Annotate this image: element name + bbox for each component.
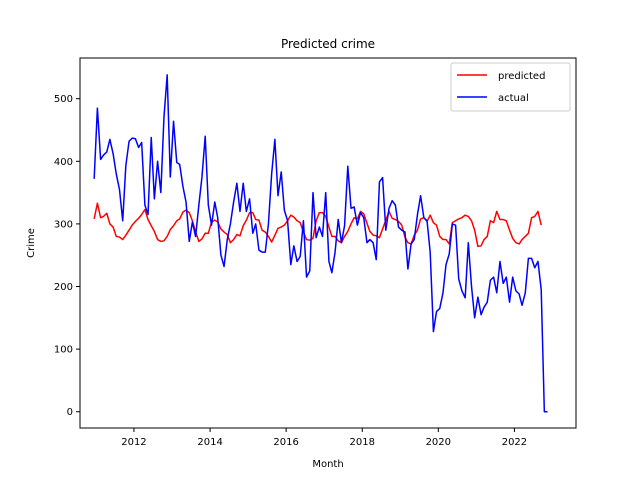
y-tick-label: 300 bbox=[54, 219, 73, 230]
x-tick-label: 2012 bbox=[121, 437, 146, 448]
x-axis: 2012 2014 2016 2018 2020 2022 bbox=[121, 428, 527, 448]
x-tick-label: 2018 bbox=[350, 437, 375, 448]
y-axis: 0 100 200 300 400 500 bbox=[54, 94, 80, 418]
legend-label-predicted: predicted bbox=[498, 71, 545, 82]
y-tick-label: 400 bbox=[54, 157, 73, 168]
x-tick-label: 2022 bbox=[502, 437, 527, 448]
y-axis-label: Crime bbox=[26, 228, 37, 258]
x-tick-label: 2016 bbox=[273, 437, 298, 448]
y-tick-label: 0 bbox=[67, 407, 73, 418]
series-line-actual bbox=[93, 74, 548, 413]
y-tick-label: 500 bbox=[54, 94, 73, 105]
x-tick-label: 2014 bbox=[197, 437, 222, 448]
series-layer bbox=[93, 74, 548, 413]
chart-title: Predicted crime bbox=[281, 37, 375, 51]
y-tick-label: 200 bbox=[54, 282, 73, 293]
series-line-predicted bbox=[93, 202, 542, 248]
plot-frame bbox=[79, 57, 577, 429]
legend: predicted actual bbox=[450, 62, 571, 112]
x-axis-label: Month bbox=[312, 459, 343, 470]
y-tick-label: 100 bbox=[54, 345, 73, 356]
x-tick-label: 2020 bbox=[426, 437, 451, 448]
legend-label-actual: actual bbox=[498, 93, 529, 104]
